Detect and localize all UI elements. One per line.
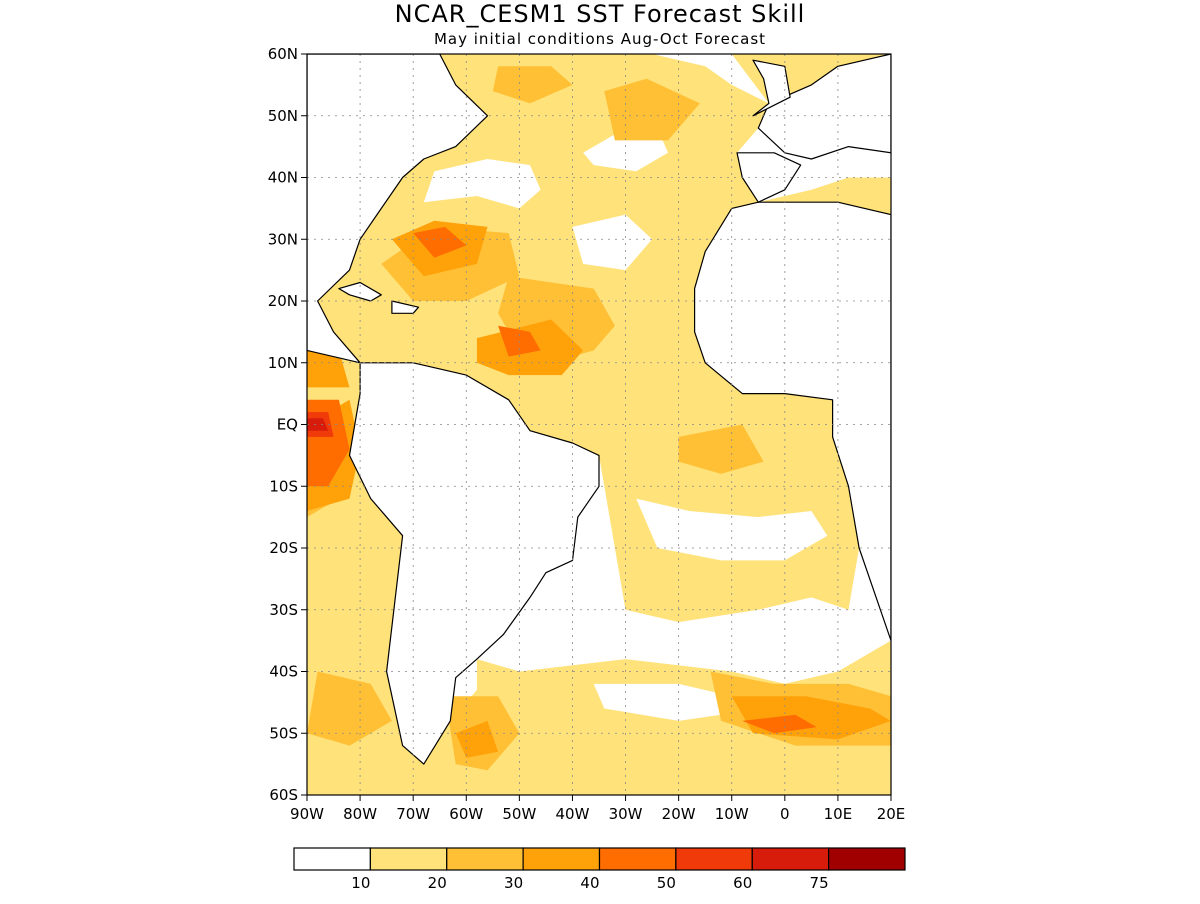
skill-region-level-0 <box>636 498 828 561</box>
land-britain <box>752 59 791 117</box>
map-title: NCAR_CESM1 SST Forecast Skill <box>395 0 806 28</box>
lon-tick-label: 50W <box>502 805 536 823</box>
lat-tick-label: 30S <box>269 601 298 619</box>
colorbar-label: 20 <box>428 874 447 892</box>
lat-tick-label: 20S <box>269 539 298 557</box>
lat-tick-label: 40N <box>268 169 298 187</box>
land-south-america <box>348 362 600 765</box>
lat-tick-label: EQ <box>277 416 298 434</box>
lon-tick-label: 70W <box>396 805 430 823</box>
lat-tick-label: 60N <box>268 45 298 63</box>
colorbar-label: 75 <box>810 874 829 892</box>
colorbar-label: 10 <box>351 874 370 892</box>
skill-region-level-0 <box>572 572 615 610</box>
colorbar-legend: 10 20 30 40 50 60 75 <box>293 847 906 892</box>
colorbar-swatch <box>598 847 677 871</box>
lon-tick-label: 10W <box>715 805 749 823</box>
lon-tick-label: 40W <box>555 805 589 823</box>
skill-region-level-6 <box>307 418 329 431</box>
skill-region-level-4 <box>742 714 817 734</box>
colorbar-swatch <box>675 847 753 871</box>
land-north-america <box>307 54 489 364</box>
colorbar-swatch <box>522 847 601 871</box>
skill-region-level-0 <box>423 159 541 209</box>
lat-tick-label: 30N <box>268 230 298 248</box>
lat-tick-label: 40S <box>269 663 298 681</box>
lat-tick-label: 60S <box>269 786 298 804</box>
colorbar-label: 60 <box>733 874 752 892</box>
lon-tick-label: 60W <box>449 805 483 823</box>
gridlines <box>307 54 891 795</box>
colorbar-swatch <box>293 847 371 871</box>
lat-tick-label: 50N <box>268 107 298 125</box>
colorbar-swatch <box>446 847 524 871</box>
lon-tick-label: 10E <box>824 805 853 823</box>
lat-tick-label: 10S <box>269 477 298 495</box>
colorbar-label: 40 <box>580 874 599 892</box>
lon-tick-label: 20W <box>662 805 696 823</box>
lon-tick-label: 0 <box>780 805 790 823</box>
lat-tick-label: 20N <box>268 292 298 310</box>
skill-region-level-0 <box>572 214 653 271</box>
skill-region-level-4 <box>413 226 467 258</box>
skill-region-level-1 <box>758 177 891 215</box>
lat-tick-label: 50S <box>269 724 298 742</box>
map-subtitle: May initial conditions Aug-Oct Forecast <box>434 30 766 48</box>
skill-region-level-2 <box>678 424 764 474</box>
skill-region-level-2 <box>604 78 700 141</box>
land-africa <box>693 201 891 642</box>
lon-tick-label: 20E <box>877 805 906 823</box>
colorbar-swatch <box>828 847 906 871</box>
lon-tick-label: 30W <box>609 805 643 823</box>
lon-tick-label: 80W <box>343 805 377 823</box>
colorbar-label: 30 <box>504 874 523 892</box>
colorbar-swatch <box>369 847 448 871</box>
map-panel: 60N 50N 40N 30N 20N 10N EQ 10S 20S 30S 40S 50S 60S90… <box>268 45 906 823</box>
colorbar-label: 50 <box>657 874 676 892</box>
skill-region-level-2 <box>492 66 573 104</box>
map-content <box>307 54 891 795</box>
lat-tick-label: 10N <box>268 354 298 372</box>
lon-tick-label: 90W <box>290 805 324 823</box>
colorbar-swatch <box>751 847 830 871</box>
land-cuba <box>338 281 382 302</box>
skill-region-level-2 <box>307 671 392 746</box>
